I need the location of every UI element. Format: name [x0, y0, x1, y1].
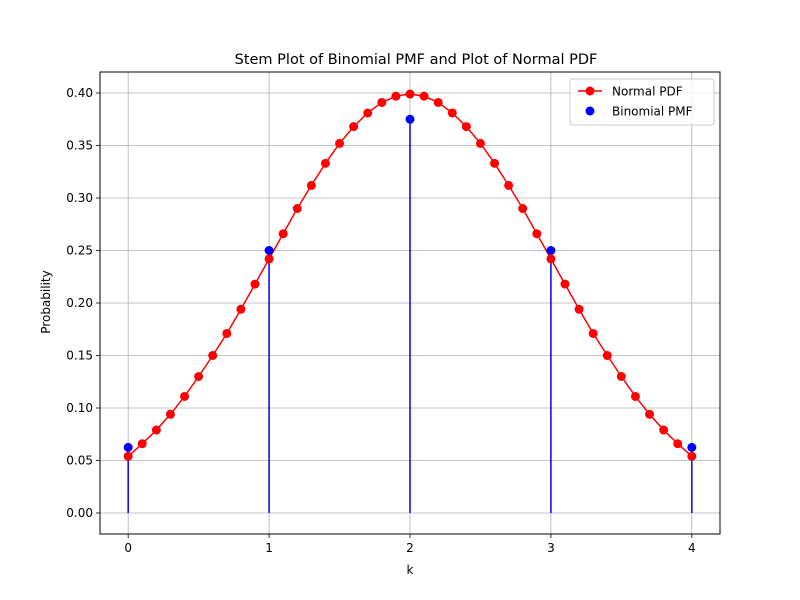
legend-normal-pdf-label: Normal PDF — [612, 85, 683, 99]
y-tick-label: 0.00 — [66, 506, 93, 520]
normal-pdf-point — [292, 204, 302, 213]
x-tick-label: 0 — [124, 541, 132, 555]
y-tick-label: 0.05 — [66, 454, 93, 468]
normal-pdf-point — [518, 204, 528, 213]
normal-pdf-point — [306, 180, 316, 190]
normal-pdf-point — [645, 409, 655, 419]
normal-pdf-point — [151, 425, 161, 435]
normal-pdf-point — [532, 229, 542, 239]
binomial-stems — [127, 119, 693, 513]
y-tick-label: 0.10 — [66, 401, 93, 415]
normal-pdf-point — [504, 180, 514, 190]
normal-pdf-point — [320, 158, 330, 168]
normal-pdf-point — [475, 138, 485, 148]
normal-pdf-point — [659, 425, 669, 435]
normal-pdf-point — [278, 229, 288, 239]
normal-pdf-point — [630, 391, 640, 401]
y-tick-label: 0.20 — [66, 296, 93, 310]
y-tick-label: 0.30 — [66, 191, 93, 205]
normal-pdf-point — [574, 304, 584, 314]
normal-pdf-point — [461, 122, 471, 132]
normal-pdf-point — [377, 97, 387, 107]
markers — [123, 89, 697, 461]
normal-pdf-point — [123, 451, 133, 461]
binomial-pmf-point — [264, 246, 274, 255]
normal-pdf-point — [222, 328, 232, 338]
chart-title: Stem Plot of Binomial PMF and Plot of No… — [235, 52, 598, 68]
y-axis-ticks: 0.00 0.05 0.10 0.15 0.20 0.25 0.30 0.35 0.40 — [66, 86, 100, 520]
y-axis-label: Probability — [39, 270, 53, 333]
normal-pdf-point — [180, 391, 190, 401]
normal-pdf-point — [588, 328, 598, 338]
normal-pdf-point — [560, 279, 570, 289]
normal-pdf-point — [236, 304, 246, 314]
x-axis-label: k — [407, 563, 414, 577]
normal-pdf-point — [419, 91, 429, 101]
binomial-pmf-point — [123, 442, 133, 452]
normal-pdf-point — [165, 409, 175, 419]
normal-pdf-point — [687, 451, 697, 461]
normal-pdf-point — [616, 372, 626, 381]
binomial-pmf-point — [687, 442, 697, 452]
normal-pdf-point — [349, 122, 359, 132]
legend-binomial-pmf-label: Binomial PMF — [612, 105, 693, 119]
normal-pdf-point — [391, 91, 401, 101]
normal-pdf-point — [363, 108, 373, 118]
y-tick-label: 0.25 — [66, 244, 93, 258]
x-tick-label: 4 — [688, 541, 696, 555]
x-axis-ticks: 0 1 2 3 4 — [124, 534, 696, 555]
normal-pdf-point — [264, 254, 274, 264]
binomial-pmf-point — [546, 246, 556, 255]
normal-pdf-point — [602, 351, 612, 360]
normal-pdf-point — [546, 254, 556, 264]
y-tick-label: 0.35 — [66, 139, 93, 153]
legend-normal-pdf-marker — [585, 86, 595, 96]
legend: Normal PDF Binomial PMF — [569, 78, 715, 126]
normal-pdf-point — [335, 138, 345, 148]
normal-pdf-point — [490, 158, 500, 168]
normal-pdf-point — [250, 279, 260, 289]
x-tick-label: 2 — [406, 541, 414, 555]
normal-pdf-point — [673, 439, 683, 449]
x-tick-label: 1 — [265, 541, 273, 555]
y-tick-label: 0.15 — [66, 349, 93, 363]
legend-box — [569, 78, 715, 126]
normal-pdf-point — [137, 439, 147, 449]
normal-pdf-point — [433, 97, 443, 107]
normal-pdf-point — [194, 372, 204, 381]
binomial-pmf-point — [405, 114, 415, 124]
legend-binomial-pmf-marker — [585, 106, 595, 116]
normal-pdf-point — [405, 89, 415, 99]
y-tick-label: 0.40 — [66, 86, 93, 100]
normal-pdf-point — [208, 351, 218, 360]
x-tick-label: 3 — [547, 541, 555, 555]
normal-pdf-point — [447, 108, 457, 118]
